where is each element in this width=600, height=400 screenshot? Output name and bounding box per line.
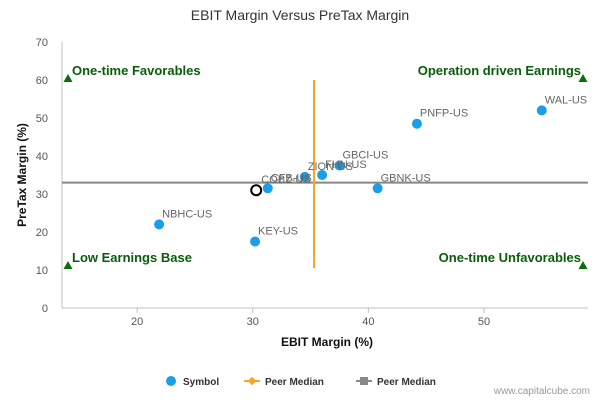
data-point[interactable] <box>334 160 345 171</box>
legend: Symbol Peer Median Peer Median <box>166 376 436 388</box>
data-point-label: KEY-US <box>258 226 298 238</box>
y-tick-label: 0 <box>42 303 48 315</box>
data-point[interactable] <box>411 118 422 129</box>
data-point-label: FHN-US <box>325 159 367 171</box>
y-tick-label: 10 <box>36 265 48 277</box>
legend-peer-median-y-marker <box>360 377 368 385</box>
y-tick-label: 40 <box>36 151 48 163</box>
data-point[interactable] <box>250 236 261 247</box>
quadrant-label-top-right: Operation driven Earnings <box>418 63 581 78</box>
data-point[interactable] <box>536 105 547 116</box>
quadrant-marker-bottom-right <box>578 261 588 269</box>
legend-symbol-label[interactable]: Symbol <box>183 377 219 388</box>
y-tick-label: 30 <box>36 189 48 201</box>
y-tick-label: 20 <box>36 227 48 239</box>
credit-text: www.capitalcube.com <box>493 386 590 397</box>
data-point[interactable] <box>154 219 165 230</box>
x-tick-label: 20 <box>131 316 143 328</box>
x-tick-label: 30 <box>247 316 259 328</box>
quadrant-marker-bottom-left <box>63 261 73 269</box>
quadrant-marker-top-right <box>578 74 588 82</box>
data-point-label: GBNK-US <box>381 172 431 184</box>
y-tick-label: 60 <box>36 75 48 87</box>
data-point[interactable] <box>317 170 328 180</box>
quadrant-label-bottom-left: Low Earnings Base <box>72 250 192 265</box>
legend-peer-median-y-label[interactable]: Peer Median <box>377 377 436 388</box>
legend-peer-median-x-label[interactable]: Peer Median <box>265 377 324 388</box>
x-axis-label: EBIT Margin (%) <box>281 335 373 349</box>
x-tick-label: 50 <box>478 316 490 328</box>
highlight-point[interactable] <box>250 184 263 197</box>
data-point-label: PNFP-US <box>420 108 468 120</box>
data-point-label: WAL-US <box>545 94 587 106</box>
quadrant-label-bottom-right: One-time Unfavorables <box>439 250 581 265</box>
data-point[interactable] <box>262 183 273 194</box>
legend-peer-median-x-marker <box>247 376 257 386</box>
data-point[interactable] <box>299 171 310 182</box>
y-axis-label: PreTax Margin (%) <box>15 123 29 227</box>
x-tick-label: 40 <box>362 316 374 328</box>
quadrant-label-top-left: One-time Favorables <box>72 63 201 78</box>
legend-symbol-marker <box>166 376 176 386</box>
y-tick-label: 70 <box>36 37 48 49</box>
data-point-label: NBHC-US <box>162 208 212 220</box>
data-point[interactable] <box>372 183 383 194</box>
chart-title: EBIT Margin Versus PreTax Margin <box>191 7 409 23</box>
data-point-label: ZION-US <box>308 161 353 173</box>
data-point-label: CFB-US <box>271 172 312 184</box>
plot-area: 0 10 20 30 40 50 60 70 20 30 40 50 One-time Favorabl… <box>36 37 588 328</box>
quadrant-marker-top-left <box>63 74 73 82</box>
y-tick-label: 50 <box>36 113 48 125</box>
highlight-point-label: COBZ-US <box>261 174 311 186</box>
data-point-label: GBCI-US <box>342 150 388 162</box>
